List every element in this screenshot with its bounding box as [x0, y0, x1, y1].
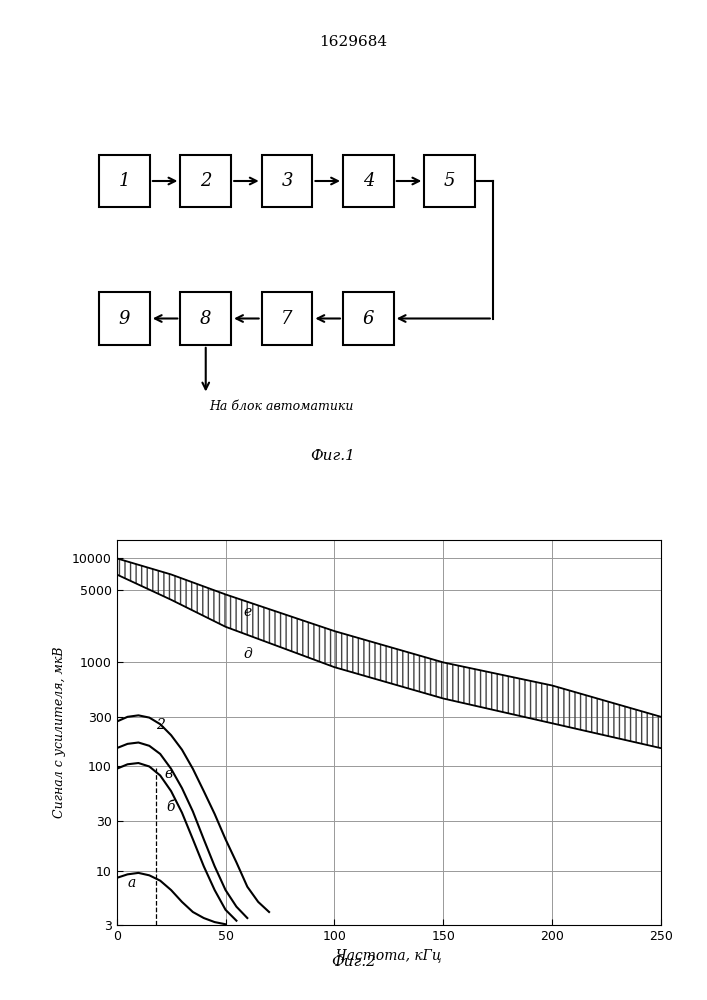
- Text: 2: 2: [156, 718, 165, 732]
- FancyBboxPatch shape: [180, 155, 231, 207]
- Text: Фиг.1: Фиг.1: [310, 449, 355, 463]
- Text: е: е: [243, 605, 251, 619]
- FancyBboxPatch shape: [262, 155, 312, 207]
- FancyBboxPatch shape: [99, 292, 150, 345]
- FancyBboxPatch shape: [262, 292, 312, 345]
- Text: 6: 6: [363, 310, 374, 328]
- FancyBboxPatch shape: [180, 292, 231, 345]
- Y-axis label: Сигнал с усилителя, мкВ: Сигнал с усилителя, мкВ: [53, 647, 66, 818]
- Text: 2: 2: [200, 172, 211, 190]
- Text: 7: 7: [281, 310, 293, 328]
- Text: 5: 5: [444, 172, 455, 190]
- Text: 1: 1: [119, 172, 130, 190]
- Text: 8: 8: [200, 310, 211, 328]
- FancyBboxPatch shape: [99, 155, 150, 207]
- Text: 1629684: 1629684: [320, 35, 387, 49]
- Text: а: а: [127, 876, 136, 890]
- FancyBboxPatch shape: [424, 155, 475, 207]
- Text: На блок автоматики: На блок автоматики: [209, 400, 354, 413]
- FancyBboxPatch shape: [343, 292, 394, 345]
- Text: в: в: [165, 767, 173, 781]
- Text: Фиг.2: Фиг.2: [331, 955, 376, 969]
- Text: 3: 3: [281, 172, 293, 190]
- X-axis label: Частота, кГц: Частота, кГц: [336, 948, 442, 962]
- Text: 4: 4: [363, 172, 374, 190]
- Text: б: б: [167, 800, 175, 814]
- Text: 9: 9: [119, 310, 130, 328]
- FancyBboxPatch shape: [343, 155, 394, 207]
- Text: д: д: [243, 647, 252, 661]
